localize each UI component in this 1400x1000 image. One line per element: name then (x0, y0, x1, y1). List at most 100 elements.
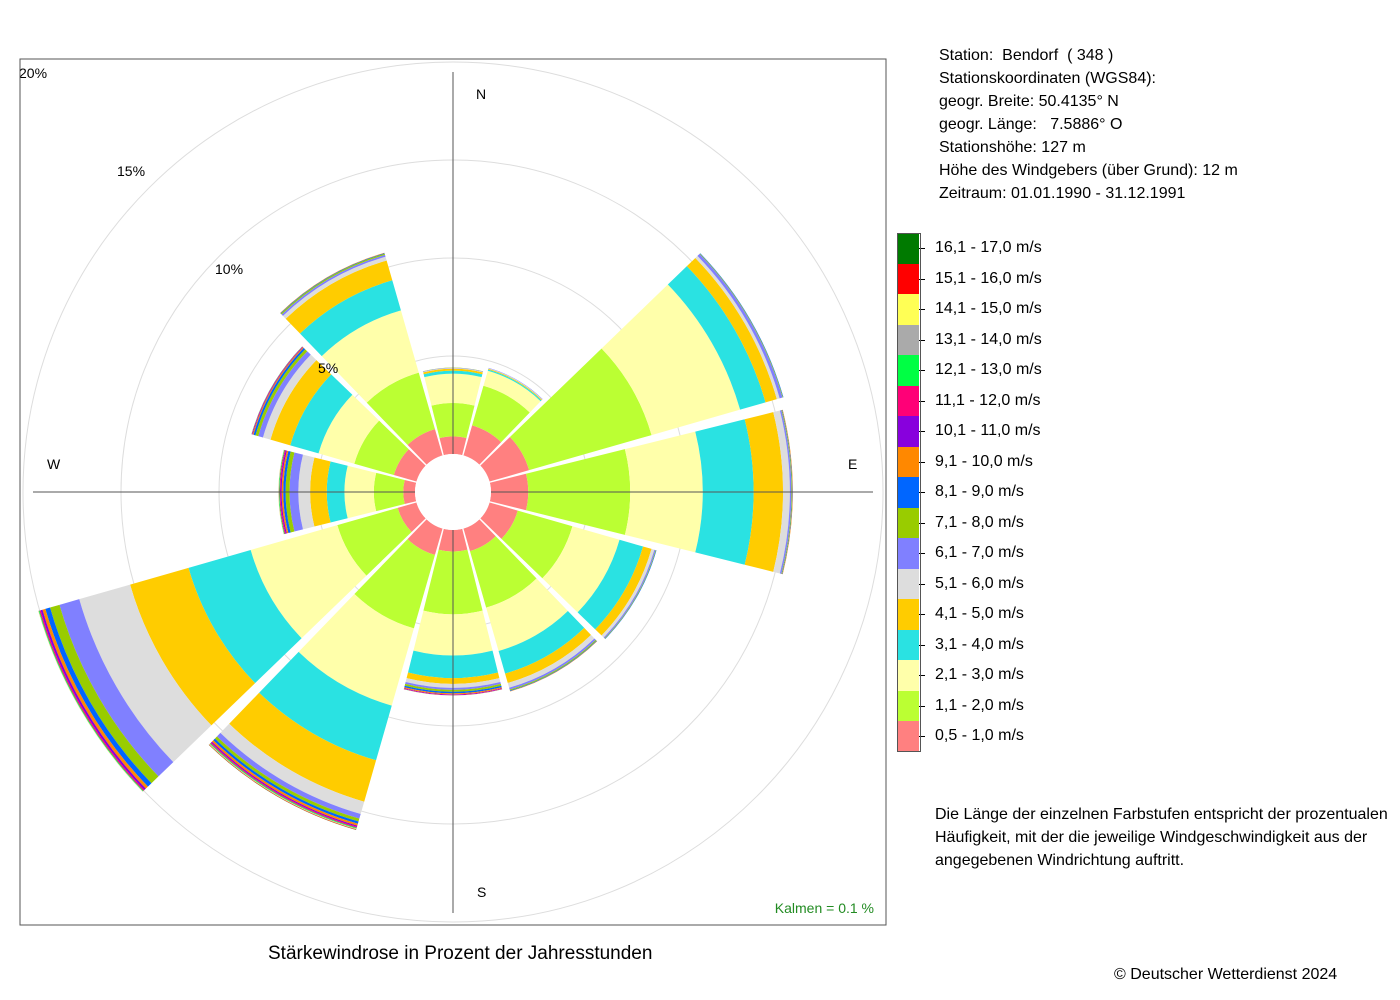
legend-label: 5,1 - 6,0 m/s (935, 574, 1024, 592)
legend-swatch (897, 690, 919, 721)
calm-label: Kalmen = 0.1 % (775, 900, 874, 916)
sector-0-bin-5 (423, 368, 483, 373)
legend-tick (919, 644, 925, 646)
wind-sectors (38, 252, 793, 830)
sector-270-bin-10 (280, 450, 287, 534)
sector-120-bin-1 (501, 510, 573, 579)
sector-300-bin-2 (318, 394, 380, 464)
legend-label: 8,1 - 9,0 m/s (935, 483, 1024, 500)
legend-label: 1,1 - 2,0 m/s (935, 696, 1024, 714)
sector-150-bin-2 (486, 578, 568, 651)
sector-30-bin-2 (483, 370, 541, 413)
station-coords-heading: Stationskoordinaten (WGS84): (939, 70, 1156, 87)
sector-60-bin-1 (509, 348, 652, 471)
sector-180-bin-5 (405, 678, 501, 688)
sector-180-bin-10 (403, 688, 503, 695)
legend-tick (919, 736, 925, 737)
station-elevation: Stationshöhe: 127 m (939, 139, 1086, 156)
sector-270-bin-12 (278, 449, 285, 535)
ring-label-10: 10% (215, 261, 243, 277)
copyright: © Deutscher Wetterdienst 2024 (1114, 966, 1338, 983)
legend-label: 9,1 - 10,0 m/s (935, 452, 1033, 470)
legend-swatch (897, 385, 919, 416)
sector-90-bin-8 (781, 409, 793, 575)
sector-270-bin-9 (281, 450, 289, 534)
sector-120-bin-0 (480, 502, 518, 539)
legend-label: 11,1 - 12,0 m/s (935, 391, 1041, 409)
legend-item: 7,1 - 8,0 m/s (897, 507, 1097, 538)
legend-item: 9,1 - 10,0 m/s (897, 446, 1097, 477)
sector-150-bin-0 (463, 519, 496, 552)
legend-swatch (897, 294, 919, 325)
sector-60-bin-2 (601, 284, 741, 436)
sector-120-bin-4 (595, 546, 652, 636)
legend-swatch (897, 355, 919, 386)
sector-0-bin-7 (422, 367, 484, 372)
legend-item: 10,1 - 11,0 m/s (897, 416, 1097, 447)
legend-tick (919, 492, 925, 493)
sector-300-bin-1 (354, 420, 409, 476)
legend-item: 3,1 - 4,0 m/s (897, 629, 1097, 660)
legend-label: 6,1 - 7,0 m/s (935, 544, 1024, 561)
sector-210-bin-1 (354, 539, 435, 629)
legend-item: 8,1 - 9,0 m/s (897, 477, 1097, 508)
legend-swatch (897, 416, 919, 447)
sector-330-bin-0 (407, 429, 443, 465)
compass-w-label: W (47, 456, 61, 472)
legend-tick (919, 400, 925, 402)
plot-frame (19, 58, 887, 926)
sector-270-bin-8 (283, 450, 291, 534)
sector-210-bin-3 (259, 651, 392, 761)
sector-300-bin-7 (255, 349, 308, 437)
legend-swatch (897, 538, 919, 569)
station-latitude: geogr. Breite: 50.4135° N (939, 93, 1119, 110)
sector-300-bin-3 (290, 374, 353, 454)
sector-120-bin-3 (577, 539, 644, 630)
chart-labels: N E S W 5% 10% 15% 20% Kalmen = 0.1 % (19, 65, 874, 916)
sector-210-bin-2 (298, 594, 414, 706)
legend-tick (919, 248, 925, 249)
legend-tick (919, 675, 925, 676)
sector-300-bin-0 (393, 449, 426, 482)
legend-item: 0,5 - 1,0 m/s (897, 721, 1097, 752)
sector-90-bin-5 (773, 410, 790, 574)
sector-180-bin-12 (403, 689, 503, 696)
legend-label: 13,1 - 14,0 m/s (935, 330, 1042, 348)
sector-240-bin-1 (337, 507, 412, 576)
sector-30-bin-1 (472, 385, 530, 443)
sector-330-bin-3 (299, 280, 401, 357)
sector-180-bin-6 (405, 681, 501, 690)
sector-180-bin-11 (403, 688, 503, 696)
legend-label: 0,5 - 1,0 m/s (935, 727, 1024, 744)
sector-330-bin-4 (285, 260, 393, 334)
legend-item: 2,1 - 3,0 m/s (897, 660, 1097, 691)
sector-90-bin-7 (781, 409, 793, 575)
legend-tick (919, 583, 925, 585)
legend-item: 16,1 - 17,0 m/s (897, 233, 1097, 264)
legend-swatch (897, 660, 919, 691)
legend-swatch (897, 507, 919, 538)
legend-swatch (897, 477, 919, 508)
sector-330-bin-5 (282, 256, 387, 319)
sector-210-bin-6 (216, 732, 361, 819)
sector-300-bin-6 (258, 351, 311, 438)
legend-item: 6,1 - 7,0 m/s (897, 538, 1097, 569)
legend-tick (919, 339, 925, 341)
legend-tick (919, 553, 925, 554)
calm-circle (415, 454, 491, 530)
legend-swatch (897, 263, 919, 294)
ring-label-5: 5% (318, 360, 338, 376)
legend-swatch (897, 599, 919, 630)
sector-0-bin-3 (423, 370, 483, 378)
sector-270-bin-7 (285, 451, 295, 533)
sector-60-bin-0 (480, 437, 530, 482)
legend-label: 2,1 - 3,0 m/s (935, 666, 1024, 683)
sector-210-bin-5 (220, 723, 365, 814)
legend-label: 16,1 - 17,0 m/s (935, 239, 1042, 256)
legend-label: 10,1 - 11,0 m/s (935, 422, 1041, 439)
legend-tick (919, 431, 925, 432)
sector-240-bin-3 (188, 550, 302, 684)
sector-270-bin-11 (279, 450, 286, 534)
compass-e-label: E (848, 456, 857, 472)
